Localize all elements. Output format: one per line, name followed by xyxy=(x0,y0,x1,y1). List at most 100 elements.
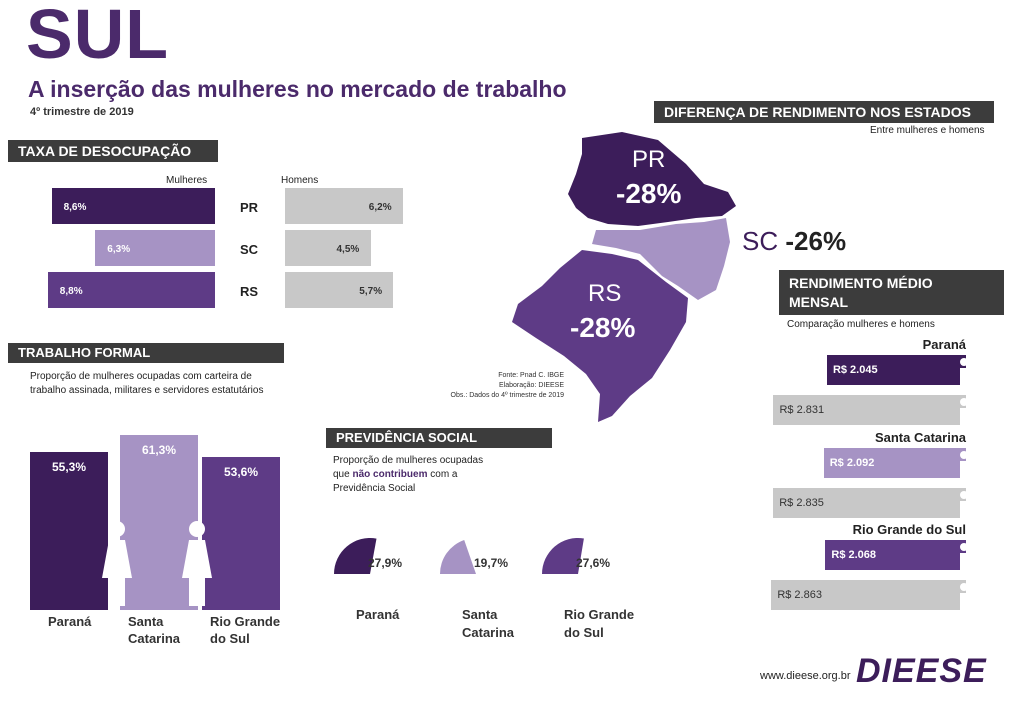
men-bar-label: 4,5% xyxy=(336,244,360,255)
rendimento-title-line1: RENDIMENTO MÉDIO xyxy=(789,275,933,291)
rendimento-women-label: R$ 2.045 xyxy=(832,364,878,376)
map-parana xyxy=(568,132,736,226)
source-line2: Elaboração: DIEESE xyxy=(499,382,564,389)
formal-value: 61,3% xyxy=(141,443,177,458)
formal-column xyxy=(30,452,108,610)
map-santa-catarina xyxy=(592,218,730,300)
previdencia-pie xyxy=(440,540,476,574)
pie-name: Rio Grande xyxy=(564,607,635,622)
rendimento-subtitle: Comparação mulheres e homens xyxy=(787,319,935,330)
rendimento-women-label: R$ 2.068 xyxy=(831,549,877,561)
previdencia-desc-line1: Proporção de mulheres ocupadas xyxy=(333,455,484,466)
women-bar xyxy=(47,272,215,308)
women-bar xyxy=(51,188,215,224)
rendimento-state: Santa Catarina xyxy=(874,430,966,445)
woman-icon xyxy=(182,521,212,606)
rendimento-men-label: R$ 2.835 xyxy=(779,497,824,509)
woman-icon xyxy=(960,451,968,478)
pie-name: Santa xyxy=(462,607,498,622)
rendimento-title: RENDIMENTO MÉDIO MENSAL xyxy=(779,270,1004,315)
source-line1: Fonte: Pnad C. IBGE xyxy=(498,372,564,379)
woman-icon xyxy=(960,358,968,385)
men-bar xyxy=(285,188,403,224)
men-bar xyxy=(285,272,394,308)
pie-name-line2: Catarina xyxy=(462,625,515,640)
map-sc-label: SC -26% xyxy=(742,226,846,257)
man-icon xyxy=(960,583,968,610)
rendimento-men-bar xyxy=(771,580,966,610)
rendimento-men-label: R$ 2.831 xyxy=(779,404,825,416)
period-label: 4º trimestre de 2019 xyxy=(30,106,134,118)
pie-slice xyxy=(440,540,476,574)
women-bar-label: 8,8% xyxy=(59,286,83,297)
pie-slice xyxy=(334,538,377,574)
man-icon xyxy=(960,398,968,425)
source-notes: Fonte: Pnad C. IBGE Elaboração: DIEESE O… xyxy=(440,371,564,401)
state-label: PR xyxy=(240,200,259,215)
desocupacao-title: TAXA DE DESOCUPAÇÃO xyxy=(8,140,218,162)
men-legend: Homens xyxy=(281,175,319,186)
woman-icon xyxy=(960,543,968,570)
page-title: SUL xyxy=(26,0,169,73)
rendimento-men-bar xyxy=(773,395,966,425)
pie-slice xyxy=(542,538,584,574)
pie-name: Paraná xyxy=(356,607,400,622)
women-bar xyxy=(95,230,215,266)
map-rio-grande-do-sul xyxy=(512,250,688,422)
footer-url[interactable]: www.dieese.org.br xyxy=(760,670,851,682)
map-sc-value: -26% xyxy=(785,226,847,256)
formal-column xyxy=(202,457,280,610)
diferenca-title: DIFERENÇA DE RENDIMENTO NOS ESTADOS xyxy=(654,101,994,123)
map-rs-value: -28% xyxy=(570,312,636,343)
previdencia-desc-pre: que xyxy=(333,469,353,480)
pie-value: 27,9% xyxy=(368,556,403,570)
state-label: RS xyxy=(240,284,259,299)
man-icon xyxy=(960,491,968,518)
rendimento-title-line2: MENSAL xyxy=(789,294,849,310)
woman-icon xyxy=(102,521,132,606)
pie-value: 27,6% xyxy=(576,556,611,570)
previdencia-desc-line3: Previdência Social xyxy=(333,483,416,494)
women-bar-label: 8,6% xyxy=(63,202,87,213)
source-line3: Obs.: Dados do 4º trimestre de 2019 xyxy=(450,392,564,399)
rendimento-women-bar xyxy=(823,448,966,478)
men-bar-label: 6,2% xyxy=(368,202,392,213)
map-rs-name: RS xyxy=(588,280,622,307)
formal-value: 53,6% xyxy=(223,465,259,480)
rendimento-state: Rio Grande do Sul xyxy=(852,522,966,537)
formal-desc-line1: Proporção de mulheres ocupadas com carte… xyxy=(30,371,252,382)
previdencia-desc-post: com a xyxy=(427,469,458,480)
formal-name: Rio Grande xyxy=(210,614,281,629)
formal-value: 55,3% xyxy=(51,460,87,475)
women-bar-label: 6,3% xyxy=(107,244,131,255)
rendimento-state: Paraná xyxy=(922,337,966,352)
previdencia-desc-line2: que não contribuem com a xyxy=(333,468,458,482)
pie-name-line2: do Sul xyxy=(564,625,604,640)
rendimento-women-bar xyxy=(825,540,966,570)
diferenca-subtitle: Entre mulheres e homens xyxy=(870,125,985,136)
map-pr-name: PR xyxy=(632,146,666,173)
pie-value: 19,7% xyxy=(474,556,509,570)
formal-name-line2: Catarina xyxy=(128,631,181,646)
women-legend: Mulheres xyxy=(166,175,208,186)
rendimento-men-bar xyxy=(773,488,966,518)
formal-title: TRABALHO FORMAL xyxy=(8,343,284,363)
men-bar-label: 5,7% xyxy=(359,286,383,297)
south-region-map xyxy=(512,132,736,422)
map-pr-value: -28% xyxy=(616,178,682,209)
men-bar xyxy=(285,230,371,266)
page-subtitle: A inserção das mulheres no mercado de tr… xyxy=(28,76,567,102)
dieese-logo: DIEESE xyxy=(856,652,987,690)
state-label: SC xyxy=(240,242,259,257)
previdencia-pie xyxy=(334,538,377,574)
previdencia-desc-emphasis: não contribuem xyxy=(352,469,428,480)
formal-name: Paraná xyxy=(48,614,92,629)
previdencia-pie xyxy=(542,538,584,574)
formal-column xyxy=(120,435,198,610)
formal-name: Santa xyxy=(128,614,164,629)
rendimento-women-label: R$ 2.092 xyxy=(829,457,875,469)
map-sc-name: SC xyxy=(742,226,779,256)
rendimento-women-bar xyxy=(826,355,966,385)
formal-desc-line2: trabalho assinada, militares e servidore… xyxy=(30,385,264,396)
previdencia-title: PREVIDÊNCIA SOCIAL xyxy=(326,428,552,448)
